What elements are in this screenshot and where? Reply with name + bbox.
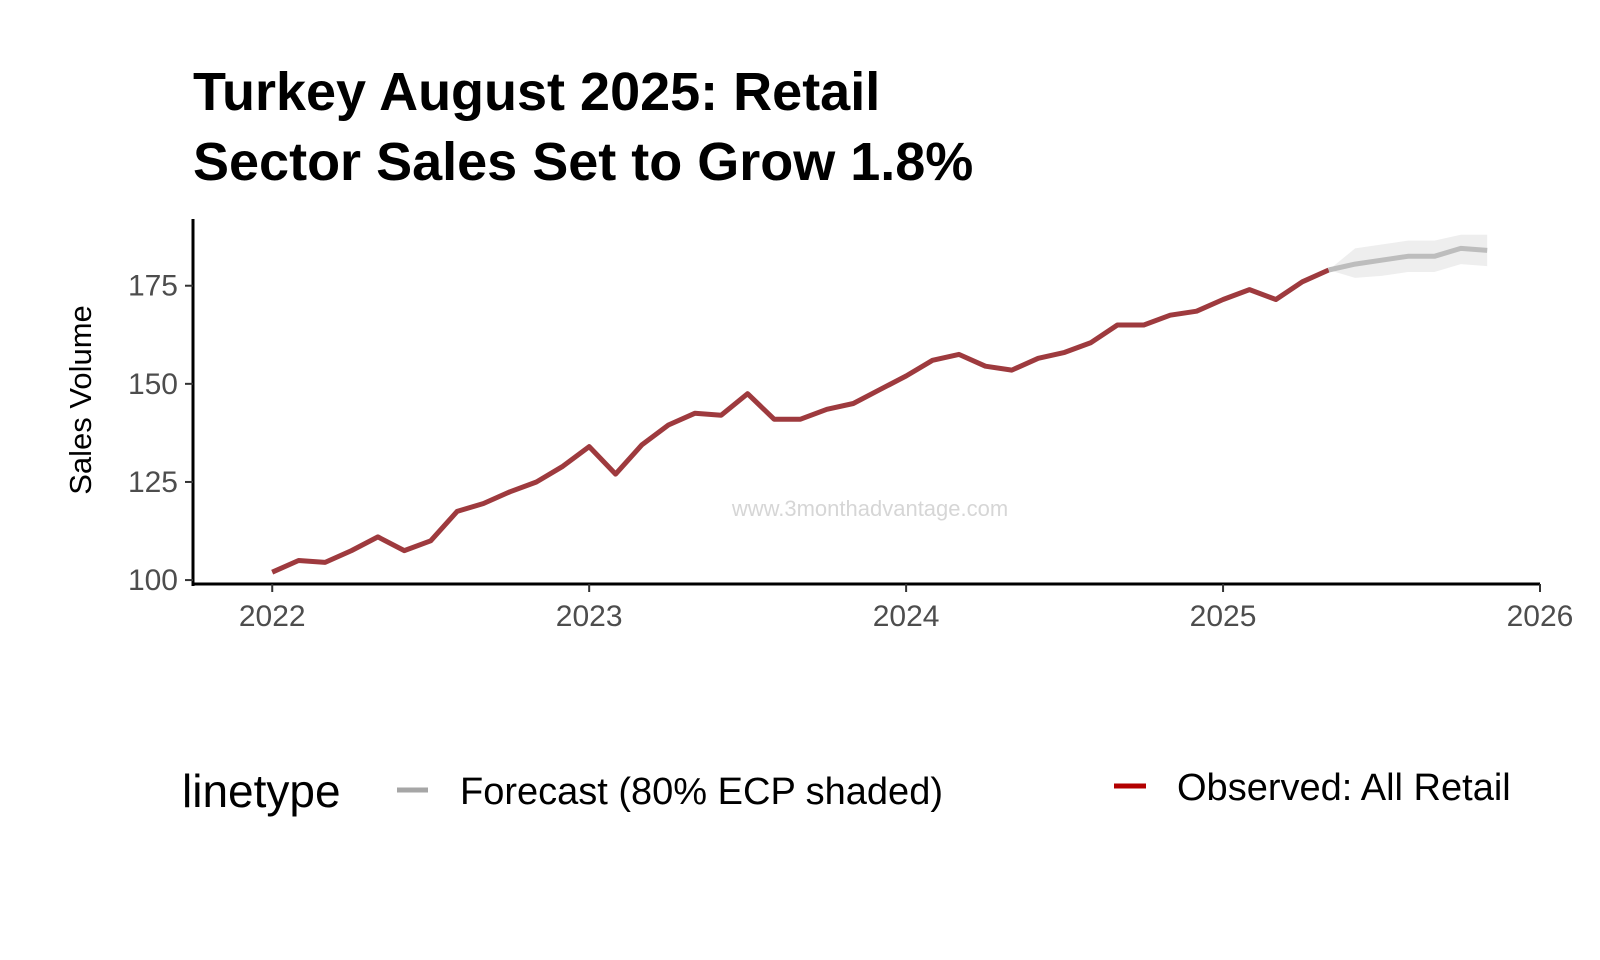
- legend-title: linetype: [182, 765, 341, 817]
- y-tick-label: 125: [128, 466, 178, 499]
- x-tick-label: 2026: [1507, 600, 1574, 633]
- x-tick-label: 2023: [556, 600, 623, 633]
- x-tick-label: 2022: [239, 600, 306, 633]
- legend: linetype Forecast (80% ECP shaded) Obser…: [182, 765, 1511, 817]
- y-axis-title: Sales Volume: [63, 305, 98, 495]
- watermark: www.3monthadvantage.com: [731, 496, 1008, 521]
- y-tick-label: 100: [128, 564, 178, 597]
- y-tick-label: 175: [128, 270, 178, 303]
- forecast-series-line: [1328, 245, 1488, 273]
- x-tick-label: 2024: [873, 600, 940, 633]
- chart-title-line-1: Turkey August 2025: Retail: [193, 62, 880, 122]
- legend-label-forecast: Forecast (80% ECP shaded): [460, 771, 943, 813]
- y-tick-label: 150: [128, 368, 178, 401]
- observed-series-line: [271, 267, 1330, 575]
- series-layer: [271, 245, 1488, 575]
- chart-title-line-2: Sector Sales Set to Grow 1.8%: [193, 132, 973, 192]
- legend-label-observed: Observed: All Retail: [1177, 767, 1511, 809]
- y-ticks: 100 125 150 175: [128, 270, 193, 597]
- x-ticks: 2022 2023 2024 2025 2026: [239, 584, 1574, 633]
- x-tick-label: 2025: [1190, 600, 1257, 633]
